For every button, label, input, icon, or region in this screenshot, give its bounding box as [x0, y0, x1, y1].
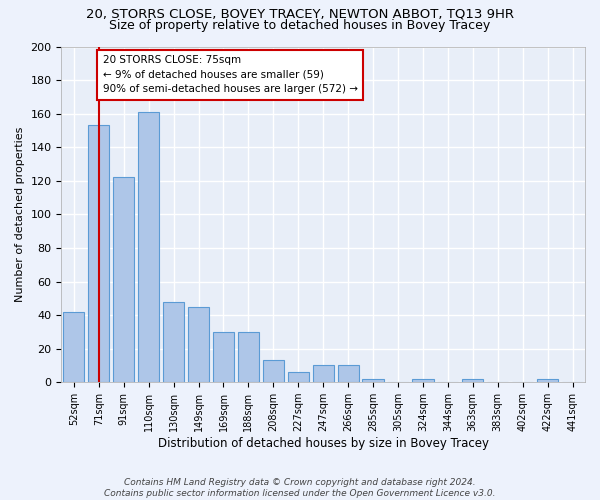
- Bar: [113, 178, 134, 382]
- Text: Size of property relative to detached houses in Bovey Tracey: Size of property relative to detached ho…: [109, 18, 491, 32]
- Bar: [537, 379, 558, 382]
- Bar: [63, 312, 85, 382]
- Text: 20 STORRS CLOSE: 75sqm
← 9% of detached houses are smaller (59)
90% of semi-deta: 20 STORRS CLOSE: 75sqm ← 9% of detached …: [103, 55, 358, 94]
- Text: 20, STORRS CLOSE, BOVEY TRACEY, NEWTON ABBOT, TQ13 9HR: 20, STORRS CLOSE, BOVEY TRACEY, NEWTON A…: [86, 8, 514, 20]
- Bar: [462, 379, 484, 382]
- Bar: [138, 112, 159, 382]
- Bar: [338, 366, 359, 382]
- Bar: [88, 126, 109, 382]
- Y-axis label: Number of detached properties: Number of detached properties: [15, 126, 25, 302]
- Bar: [238, 332, 259, 382]
- Bar: [263, 360, 284, 382]
- X-axis label: Distribution of detached houses by size in Bovey Tracey: Distribution of detached houses by size …: [158, 437, 489, 450]
- Bar: [213, 332, 234, 382]
- Bar: [287, 372, 309, 382]
- Bar: [188, 306, 209, 382]
- Bar: [313, 366, 334, 382]
- Bar: [362, 379, 383, 382]
- Bar: [412, 379, 434, 382]
- Bar: [163, 302, 184, 382]
- Text: Contains HM Land Registry data © Crown copyright and database right 2024.
Contai: Contains HM Land Registry data © Crown c…: [104, 478, 496, 498]
